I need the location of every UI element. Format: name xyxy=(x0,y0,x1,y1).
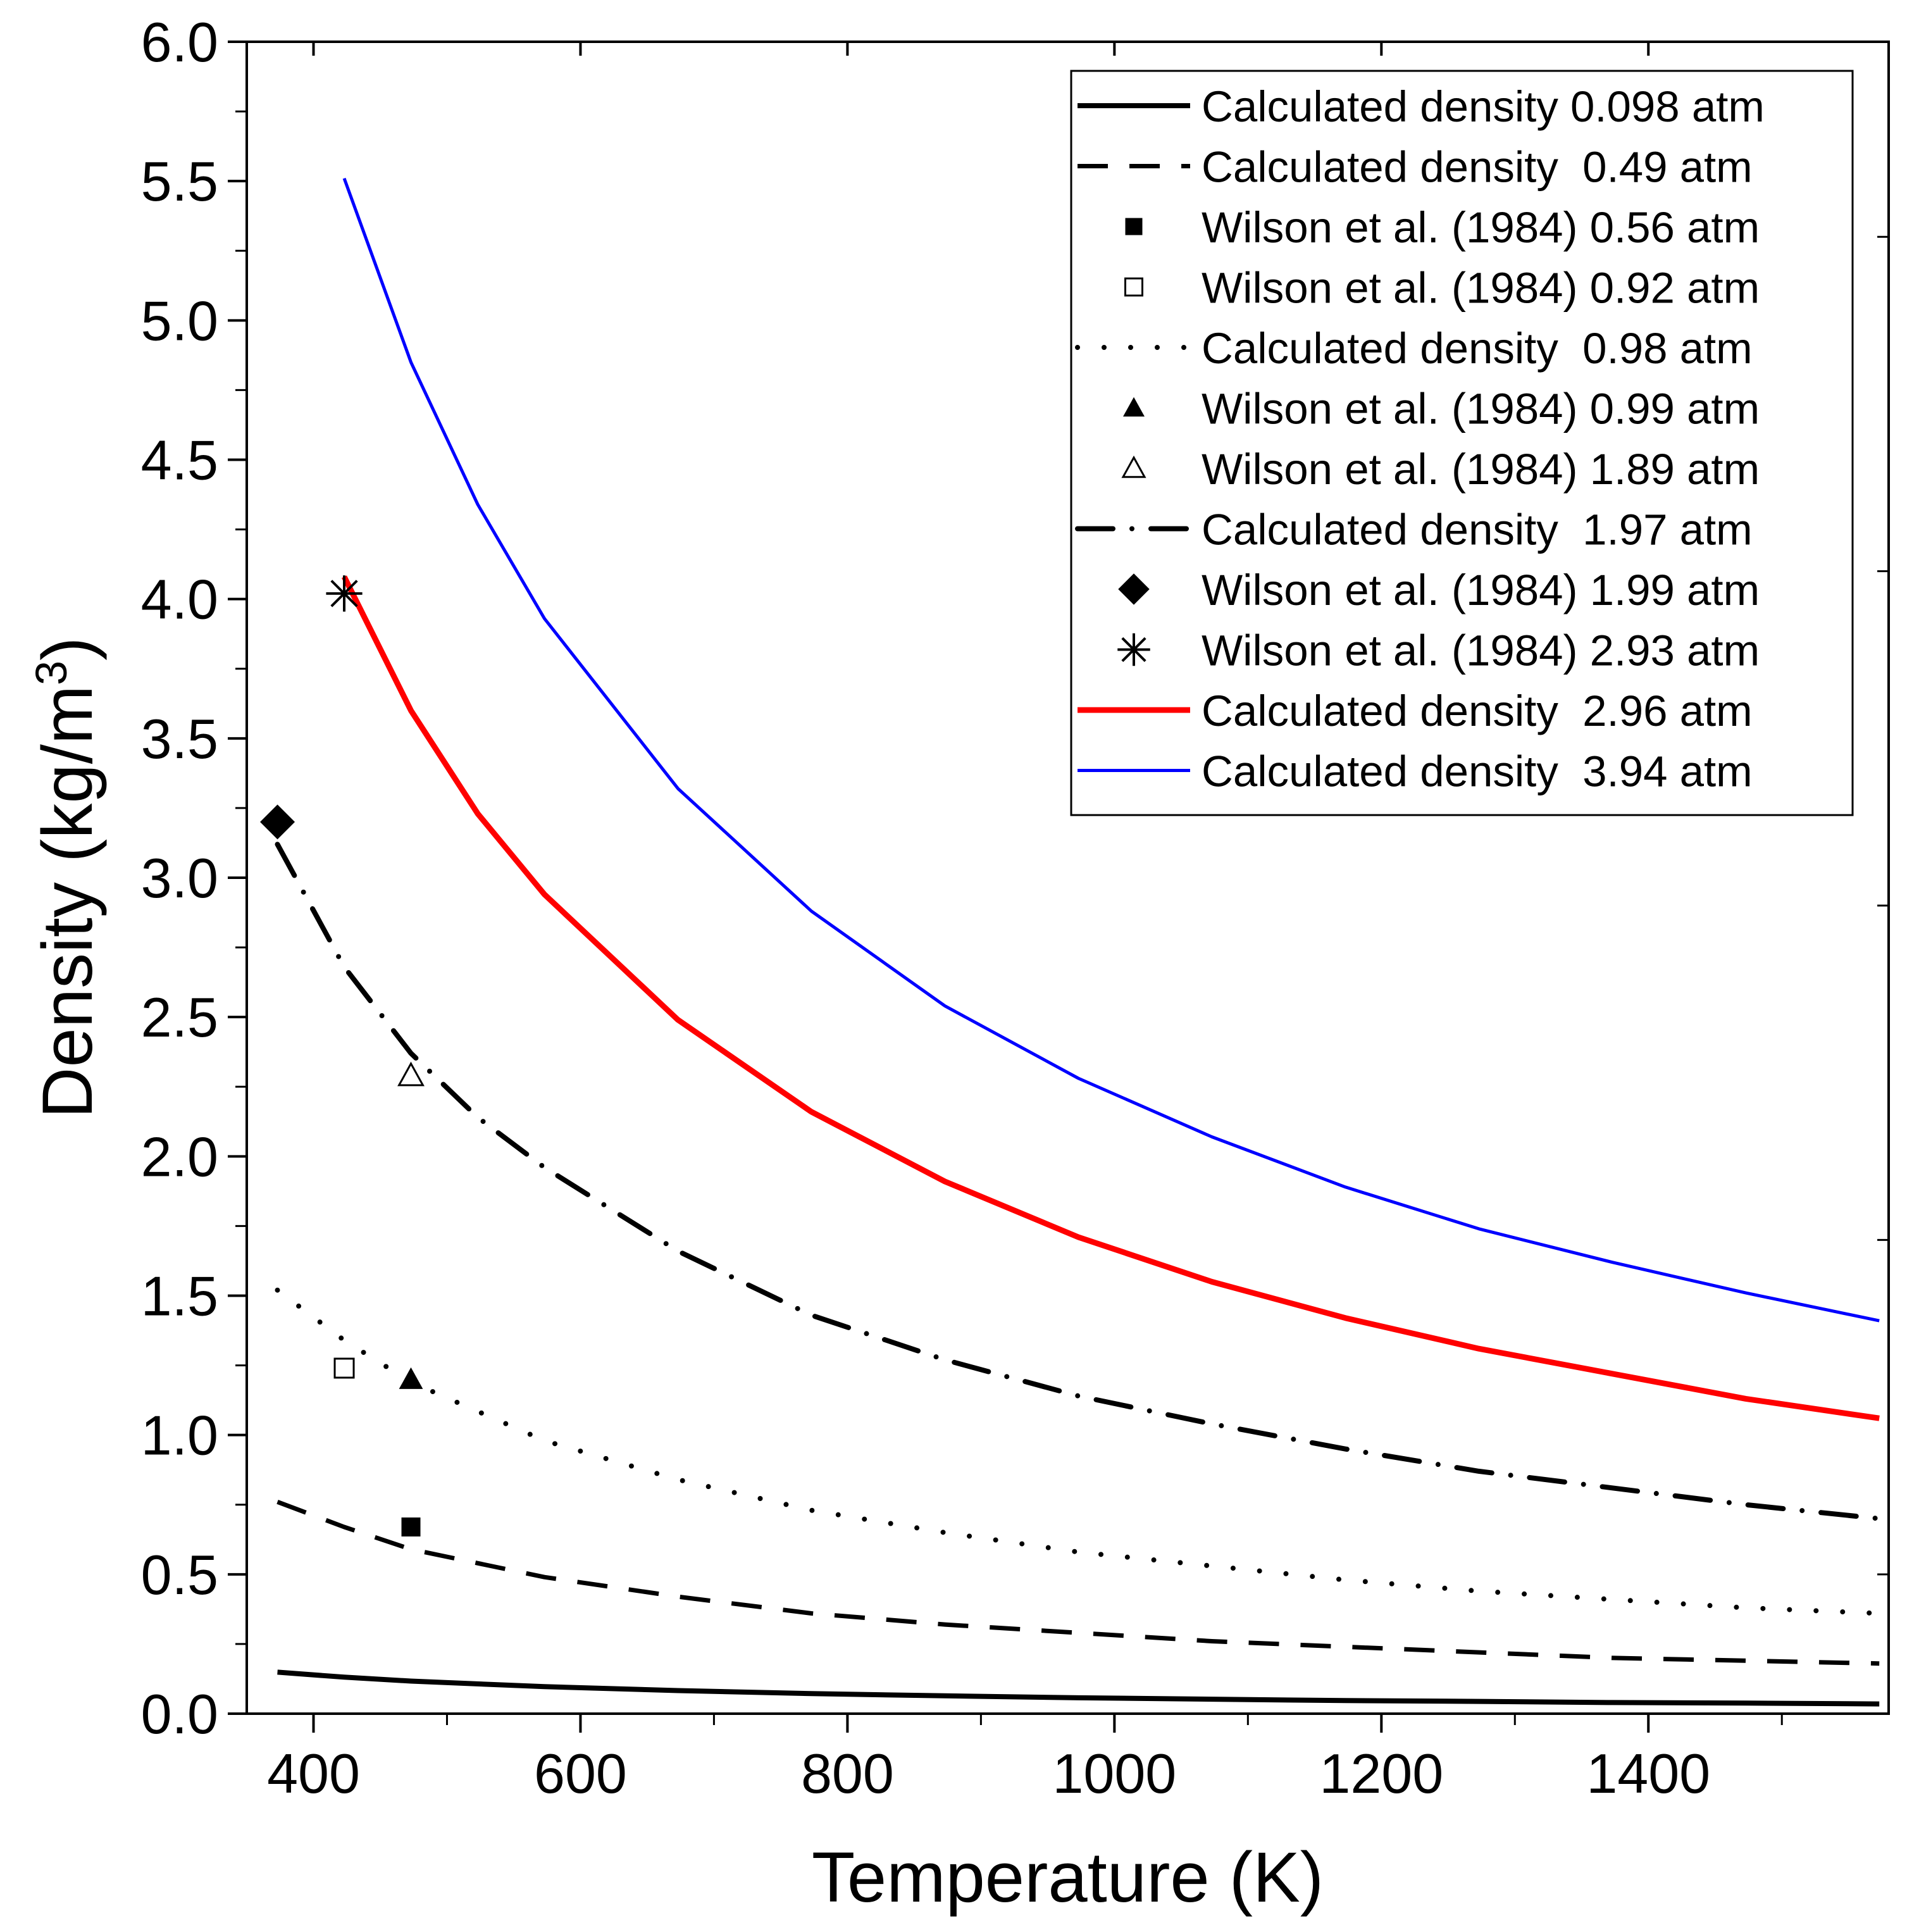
legend-item-2: Calculated density 0.49 atm xyxy=(1078,143,1753,192)
y-tick-label: 0.0 xyxy=(141,1683,218,1745)
legend-label: Calculated density 3.94 atm xyxy=(1202,747,1753,796)
x-tick-label: 400 xyxy=(267,1742,360,1805)
y-axis-title: Density (kg/m3) xyxy=(27,637,107,1119)
legend-item-3: Wilson et al. (1984) 0.56 atm xyxy=(1125,203,1760,252)
data-point-1 xyxy=(401,1517,421,1536)
legend-label: Wilson et al. (1984) 0.56 atm xyxy=(1202,203,1760,252)
y-tick-label: 4.0 xyxy=(141,568,218,631)
series-line-3 xyxy=(275,1287,1882,1616)
legend-label: Wilson et al. (1984) 2.93 atm xyxy=(1202,626,1760,675)
y-axis-title-close: ) xyxy=(28,637,107,661)
y-tick-label: 5.0 xyxy=(141,289,218,352)
legend-label: Wilson et al. (1984) 0.99 atm xyxy=(1202,385,1760,433)
legend-label: Calculated density 1.97 atm xyxy=(1202,506,1753,554)
data-point-6 xyxy=(326,575,363,612)
y-tick-label: 1.5 xyxy=(141,1265,218,1328)
series-layer xyxy=(275,177,1882,1707)
data-points-layer xyxy=(260,575,425,1536)
legend-box xyxy=(1070,70,1854,816)
series-line-6 xyxy=(342,177,1880,1323)
y-tick-label: 3.5 xyxy=(141,707,218,770)
legend-marker-swatch xyxy=(1117,633,1150,666)
x-tick-label: 1400 xyxy=(1586,1742,1710,1805)
y-axis: 0.0 0.5 1.0 1.5 2.0 2.5 3.0 3.5 4.0 4.5 5.0 5.5 6.0 xyxy=(141,11,1889,1745)
x-tick-label: 1000 xyxy=(1052,1742,1176,1805)
data-point-4 xyxy=(397,1061,425,1087)
y-axis-title-main: Density (kg/m xyxy=(28,685,107,1119)
y-tick-label: 5.5 xyxy=(141,150,218,213)
legend-label: Calculated density 2.96 atm xyxy=(1202,687,1753,735)
legend-item-10: Wilson et al. (1984) 2.93 atm xyxy=(1117,626,1760,675)
legend-item-1: Calculated density 0.098 atm xyxy=(1078,82,1765,131)
x-tick-label: 800 xyxy=(801,1742,894,1805)
legend-label: Calculated density 0.98 atm xyxy=(1202,324,1753,373)
legend-label: Calculated density 0.49 atm xyxy=(1202,143,1753,192)
series-line-4 xyxy=(275,842,1882,1521)
series-line-2 xyxy=(276,1500,1880,1666)
legend-label: Wilson et al. (1984) 0.92 atm xyxy=(1202,264,1760,313)
data-point-5 xyxy=(260,804,295,840)
y-tick-label: 6.0 xyxy=(141,11,218,73)
data-point-3 xyxy=(399,1367,423,1389)
legend-marker-swatch xyxy=(1121,455,1146,478)
legend-item-7: Wilson et al. (1984) 1.89 atm xyxy=(1121,445,1760,494)
y-tick-label: 1.0 xyxy=(141,1404,218,1467)
series-line-5 xyxy=(341,575,1880,1421)
legend-item-8: Calculated density 1.97 atm xyxy=(1075,506,1753,554)
x-tick-label: 600 xyxy=(534,1742,627,1805)
x-tick-label: 1200 xyxy=(1319,1742,1443,1805)
legend-marker-swatch xyxy=(1124,277,1143,297)
legend-marker-swatch xyxy=(1122,397,1145,417)
series-line-1 xyxy=(277,1669,1880,1707)
legend: Calculated density 0.098 atm Calculated d… xyxy=(1070,70,1854,816)
legend-item-6: Wilson et al. (1984) 0.99 atm xyxy=(1122,385,1760,433)
legend-item-4: Wilson et al. (1984) 0.92 atm xyxy=(1124,264,1760,313)
y-tick-label: 2.5 xyxy=(141,986,218,1049)
legend-label: Calculated density 0.098 atm xyxy=(1202,82,1765,131)
y-axis-title-superscript: 3 xyxy=(27,661,76,685)
legend-item-12: Calculated density 3.94 atm xyxy=(1078,747,1753,796)
legend-item-9: Wilson et al. (1984) 1.99 atm xyxy=(1118,566,1760,614)
y-tick-label: 2.0 xyxy=(141,1125,218,1188)
y-tick-label: 0.5 xyxy=(141,1543,218,1606)
legend-marker-swatch xyxy=(1118,573,1150,605)
legend-label: Wilson et al. (1984) 1.89 atm xyxy=(1202,445,1760,494)
y-tick-label: 4.5 xyxy=(141,429,218,492)
legend-label: Wilson et al. (1984) 1.99 atm xyxy=(1202,566,1760,614)
legend-marker-swatch xyxy=(1125,218,1143,235)
legend-item-5: Calculated density 0.98 atm xyxy=(1075,324,1753,373)
x-axis-title: Temperature (K) xyxy=(812,1838,1324,1917)
data-point-2 xyxy=(333,1357,355,1379)
legend-item-11: Calculated density 2.96 atm xyxy=(1078,687,1753,735)
y-tick-label: 3.0 xyxy=(141,847,218,909)
x-axis: 400 600 800 1000 1200 1400 xyxy=(267,42,1783,1805)
